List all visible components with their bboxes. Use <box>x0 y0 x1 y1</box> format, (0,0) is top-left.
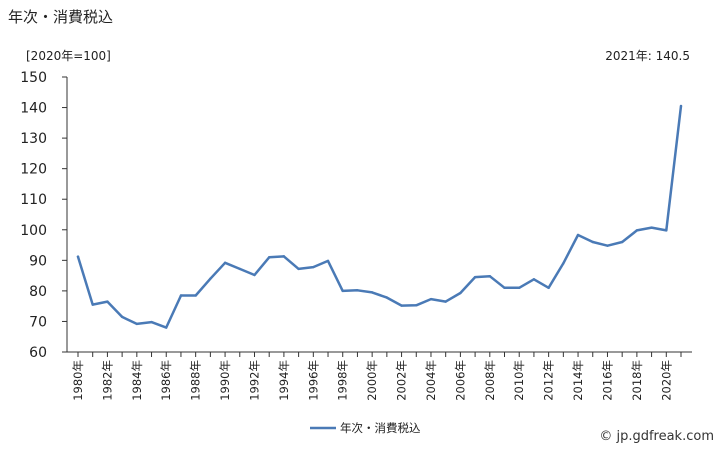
data-point <box>459 291 462 295</box>
data-point <box>503 286 506 290</box>
x-tick-label: 2016年 <box>600 360 614 401</box>
data-point <box>76 255 80 258</box>
x-tick-label: 2002年 <box>395 360 409 401</box>
data-point <box>267 256 271 259</box>
data-point <box>576 233 580 237</box>
x-tick-label: 1986年 <box>159 360 173 401</box>
chart-title: 年次・消費税込 <box>8 8 114 26</box>
source-credit: © jp.gdfreak.com <box>599 429 714 444</box>
x-tick-label: 2012年 <box>542 360 556 401</box>
data-point <box>297 267 300 271</box>
data-point <box>415 304 418 307</box>
data-point <box>194 294 197 297</box>
data-point <box>400 304 403 307</box>
data-point <box>679 104 683 108</box>
data-point <box>326 259 330 263</box>
data-point <box>312 265 315 269</box>
x-tick-label: 1992年 <box>247 360 261 401</box>
x-tick-label: 1998年 <box>336 360 350 401</box>
data-point <box>120 315 124 319</box>
data-point <box>253 273 256 277</box>
x-tick-label: 1996年 <box>306 360 320 401</box>
x-tick-label: 1980年 <box>71 360 85 401</box>
y-tick-label: 110 <box>20 192 47 208</box>
data-point <box>488 275 492 278</box>
y-tick-label: 100 <box>20 223 47 239</box>
x-tick-label: 2020年 <box>659 360 673 401</box>
data-point <box>591 240 594 244</box>
y-tick-label: 70 <box>29 314 47 330</box>
data-point <box>473 275 477 279</box>
x-tick-label: 1990年 <box>218 360 232 401</box>
data-point <box>385 296 389 299</box>
data-point <box>135 322 139 326</box>
unit-label: [2020年=100] <box>26 49 111 63</box>
y-tick-label: 120 <box>20 162 47 178</box>
y-tick-label: 140 <box>20 101 47 117</box>
x-tick-label: 1982年 <box>100 360 114 401</box>
data-point <box>370 291 374 294</box>
data-point <box>223 261 227 264</box>
y-tick-label: 130 <box>20 131 47 147</box>
data-point <box>665 229 668 232</box>
x-tick-label: 1994年 <box>277 360 291 401</box>
data-point <box>91 303 94 306</box>
data-point <box>341 289 344 293</box>
x-tick-label: 2004年 <box>424 360 438 401</box>
y-tick-label: 150 <box>20 70 47 86</box>
y-tick-label: 60 <box>29 345 47 361</box>
data-point <box>429 297 433 301</box>
data-point <box>606 244 609 247</box>
legend-label: 年次・消費税込 <box>340 421 421 435</box>
x-tick-label: 2008年 <box>483 360 497 401</box>
data-point <box>532 278 536 281</box>
data-point <box>635 229 639 232</box>
x-tick-label: 2000年 <box>365 360 379 401</box>
x-tick-label: 1984年 <box>130 360 144 401</box>
data-point <box>165 326 168 329</box>
data-point <box>356 289 359 292</box>
data-point <box>238 267 241 271</box>
data-point <box>444 300 447 303</box>
data-point <box>150 320 153 324</box>
data-point <box>282 255 286 258</box>
series-line <box>76 104 683 329</box>
data-point <box>106 300 109 303</box>
x-tick-label: 2010年 <box>512 360 526 401</box>
data-point <box>620 240 624 244</box>
data-point <box>562 262 565 265</box>
y-tick-label: 80 <box>29 284 47 300</box>
data-point <box>650 226 653 229</box>
x-tick-label: 2018年 <box>630 360 644 401</box>
data-point <box>179 294 183 297</box>
x-tick-label: 2006年 <box>453 360 467 401</box>
x-tick-label: 2014年 <box>571 360 585 401</box>
x-tick-label: 1988年 <box>189 360 203 401</box>
y-tick-label: 90 <box>29 253 47 269</box>
latest-value-label: 2021年: 140.5 <box>605 49 690 63</box>
data-point <box>209 277 212 280</box>
data-point <box>518 286 521 290</box>
data-point <box>547 286 550 290</box>
